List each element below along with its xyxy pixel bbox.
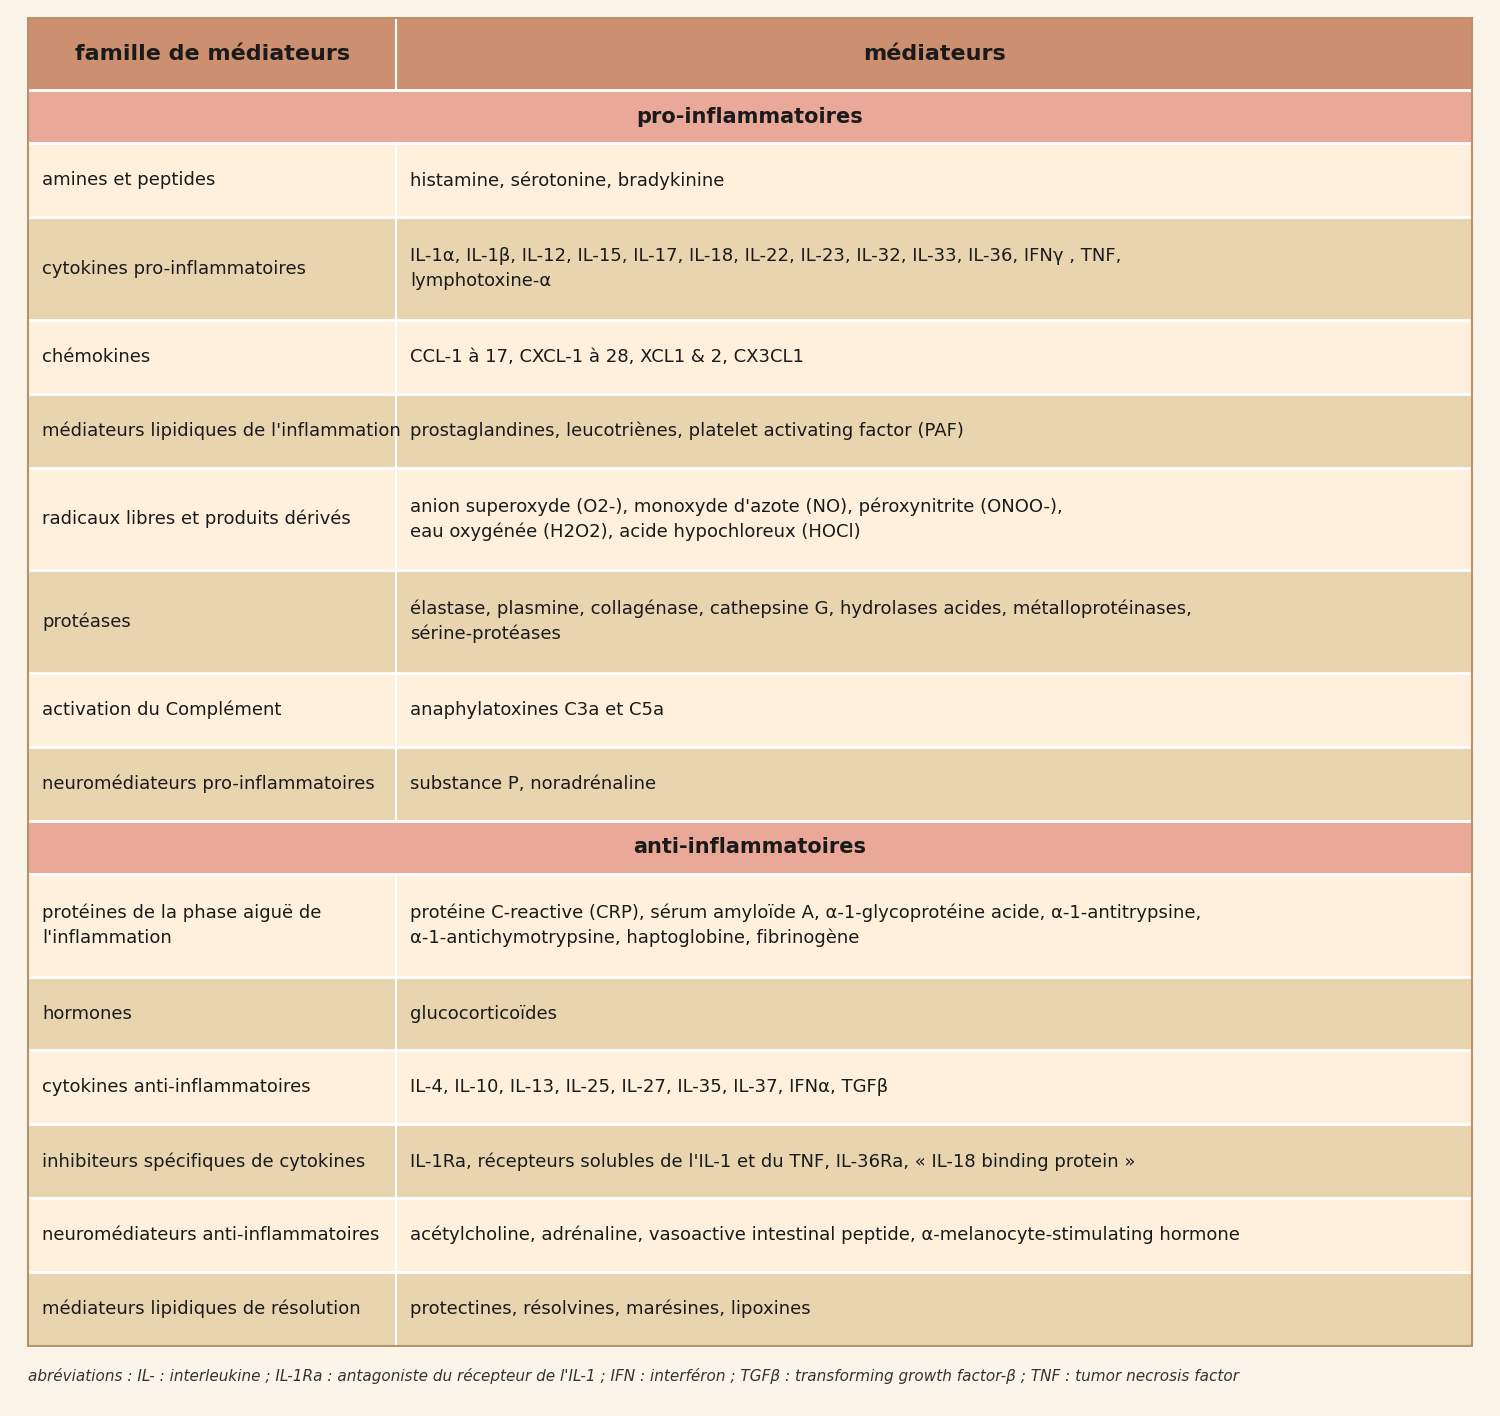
Text: anaphylatoxines C3a et C5a: anaphylatoxines C3a et C5a bbox=[410, 701, 664, 719]
Bar bbox=[28, 467, 396, 571]
Text: IL-1Ra, récepteurs solubles de l'IL-1 et du TNF, IL-36Ra, « IL-18 binding protei: IL-1Ra, récepteurs solubles de l'IL-1 et… bbox=[410, 1153, 1136, 1171]
Text: inhibiteurs spécifiques de cytokines: inhibiteurs spécifiques de cytokines bbox=[42, 1153, 366, 1171]
Text: IL-1α, IL-1β, IL-12, IL-15, IL-17, IL-18, IL-22, IL-23, IL-32, IL-33, IL-36, IFN: IL-1α, IL-1β, IL-12, IL-15, IL-17, IL-18… bbox=[410, 248, 1122, 290]
Text: histamine, sérotonine, bradykinine: histamine, sérotonine, bradykinine bbox=[410, 171, 724, 190]
Bar bbox=[396, 874, 1472, 977]
Bar bbox=[396, 571, 1472, 673]
Text: acétylcholine, adrénaline, vasoactive intestinal peptide, α-melanocyte-stimulati: acétylcholine, adrénaline, vasoactive in… bbox=[410, 1226, 1240, 1245]
Text: pro-inflammatoires: pro-inflammatoires bbox=[636, 106, 864, 126]
Text: famille de médiateurs: famille de médiateurs bbox=[75, 44, 350, 64]
Bar bbox=[28, 320, 396, 394]
Bar bbox=[28, 571, 396, 673]
Bar bbox=[396, 394, 1472, 467]
Text: médiateurs: médiateurs bbox=[862, 44, 1005, 64]
Bar bbox=[396, 746, 1472, 821]
Text: protéine C-reactive (CRP), sérum amyloïde A, α-1-glycoprotéine acide, α-1-antitr: protéine C-reactive (CRP), sérum amyloïd… bbox=[410, 903, 1202, 947]
Text: chémokines: chémokines bbox=[42, 348, 150, 365]
Text: neuromédiateurs anti-inflammatoires: neuromédiateurs anti-inflammatoires bbox=[42, 1226, 380, 1245]
Bar bbox=[28, 1124, 396, 1198]
Bar bbox=[396, 977, 1472, 1051]
Bar bbox=[396, 467, 1472, 571]
Bar bbox=[396, 1272, 1472, 1347]
Bar bbox=[28, 91, 1472, 143]
Text: radicaux libres et produits dérivés: radicaux libres et produits dérivés bbox=[42, 510, 351, 528]
Text: IL-4, IL-10, IL-13, IL-25, IL-27, IL-35, IL-37, IFNα, TGFβ: IL-4, IL-10, IL-13, IL-25, IL-27, IL-35,… bbox=[410, 1079, 888, 1096]
Bar bbox=[28, 1272, 396, 1347]
Bar bbox=[28, 821, 1472, 874]
Bar bbox=[28, 746, 396, 821]
Text: élastase, plasmine, collagénase, cathepsine G, hydrolases acides, métalloprotéin: élastase, plasmine, collagénase, catheps… bbox=[410, 600, 1192, 643]
Text: anion superoxyde (O2-), monoxyde d'azote (NO), péroxynitrite (ONOO-),
eau oxygén: anion superoxyde (O2-), monoxyde d'azote… bbox=[410, 497, 1064, 541]
Bar bbox=[28, 143, 396, 217]
Text: prostaglandines, leucotriènes, platelet activating factor (PAF): prostaglandines, leucotriènes, platelet … bbox=[410, 422, 964, 440]
Text: médiateurs lipidiques de résolution: médiateurs lipidiques de résolution bbox=[42, 1300, 360, 1318]
Text: protéases: protéases bbox=[42, 612, 130, 630]
Text: glucocorticoïdes: glucocorticoïdes bbox=[410, 1004, 556, 1022]
Text: neuromédiateurs pro-inflammatoires: neuromédiateurs pro-inflammatoires bbox=[42, 775, 375, 793]
Text: activation du Complément: activation du Complément bbox=[42, 701, 282, 719]
Text: cytokines pro-inflammatoires: cytokines pro-inflammatoires bbox=[42, 259, 306, 278]
Bar bbox=[396, 1051, 1472, 1124]
Bar bbox=[28, 217, 396, 320]
Bar bbox=[28, 18, 1472, 91]
Bar bbox=[396, 673, 1472, 746]
Bar bbox=[396, 217, 1472, 320]
Bar bbox=[28, 394, 396, 467]
Bar bbox=[396, 143, 1472, 217]
Bar bbox=[396, 1124, 1472, 1198]
Bar bbox=[396, 320, 1472, 394]
Text: amines et peptides: amines et peptides bbox=[42, 171, 216, 190]
Text: anti-inflammatoires: anti-inflammatoires bbox=[633, 837, 867, 857]
Text: protéines de la phase aiguë de
l'inflammation: protéines de la phase aiguë de l'inflamm… bbox=[42, 903, 321, 947]
Bar bbox=[28, 874, 396, 977]
Bar bbox=[28, 1051, 396, 1124]
Bar bbox=[28, 977, 396, 1051]
Text: protectines, résolvines, marésines, lipoxines: protectines, résolvines, marésines, lipo… bbox=[410, 1300, 812, 1318]
Text: cytokines anti-inflammatoires: cytokines anti-inflammatoires bbox=[42, 1079, 310, 1096]
Text: abréviations : IL- : interleukine ; IL-1Ra : antagoniste du récepteur de l'IL-1 : abréviations : IL- : interleukine ; IL-1… bbox=[28, 1368, 1239, 1383]
Text: médiateurs lipidiques de l'inflammation: médiateurs lipidiques de l'inflammation bbox=[42, 422, 400, 440]
Text: CCL-1 à 17, CXCL-1 à 28, XCL1 & 2, CX3CL1: CCL-1 à 17, CXCL-1 à 28, XCL1 & 2, CX3CL… bbox=[410, 348, 804, 365]
Text: substance P, noradrénaline: substance P, noradrénaline bbox=[410, 775, 657, 793]
Bar bbox=[28, 1198, 396, 1272]
Bar bbox=[396, 1198, 1472, 1272]
Bar bbox=[28, 673, 396, 746]
Text: hormones: hormones bbox=[42, 1004, 132, 1022]
